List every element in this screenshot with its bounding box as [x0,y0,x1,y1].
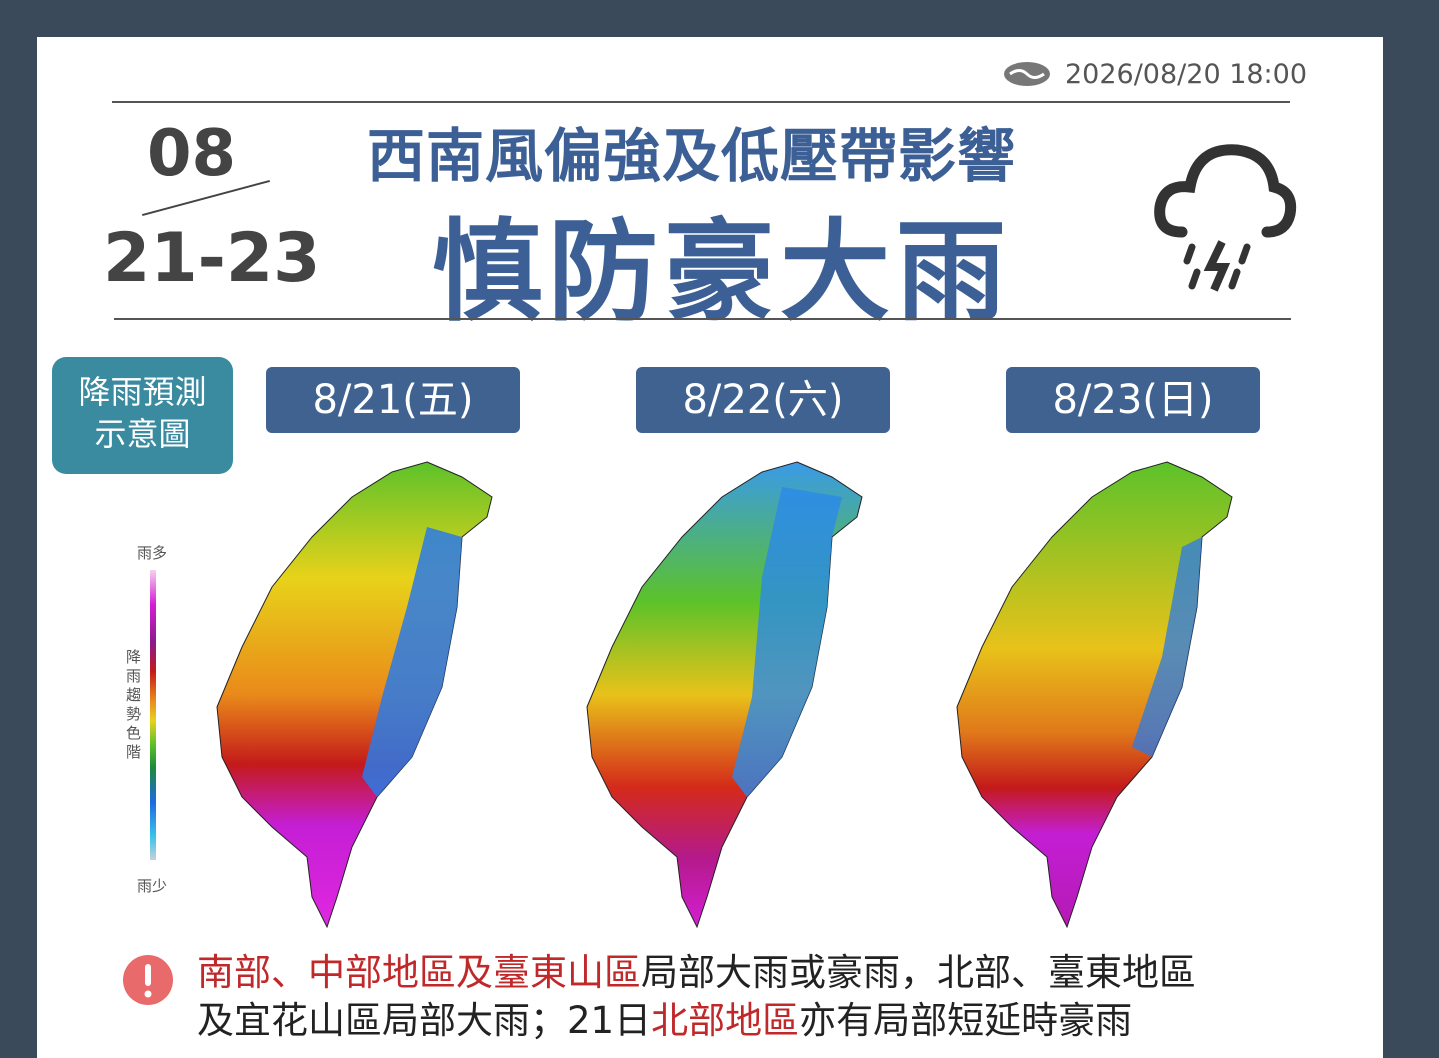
panel-date: 8/22(六) [636,367,890,433]
badge-line: 示意圖 [94,415,191,453]
maps [216,461,1233,929]
panel-date: 8/23(日) [1006,367,1260,433]
note-text: 及宜花山區局部大雨；21日 [197,999,652,1042]
note-text: 南部、中部地區及臺東山區 [197,951,641,994]
card: 2026/08/20 18:00 08 21-23 西南風偏強及低壓帶影響 慎防… [37,37,1383,1058]
subtitle: 西南風偏強及低壓帶影響 [367,122,1017,190]
legend-label: 降雨趨勢色階 [124,649,142,763]
note: 南部、中部地區及臺東山區局部大雨或豪雨，北部、臺東地區 及宜花山區局部大雨；21日… [197,949,1196,1045]
month: 08 [147,117,237,191]
panel-date: 8/21(五) [266,367,520,433]
badge-line: 降雨預測 [78,373,207,411]
note-line: 及宜花山區局部大雨；21日北部地區亦有局部短延時豪雨 [197,997,1196,1045]
cwa-logo [1004,62,1050,86]
note-text: 亦有局部短延時豪雨 [799,999,1133,1042]
days: 21-23 [103,219,321,298]
badge: 降雨預測 示意圖 [52,357,233,474]
legend-bottom: 雨少 [137,877,168,895]
note-line: 南部、中部地區及臺東山區局部大雨或豪雨，北部、臺東地區 [197,949,1196,997]
legend-scale [150,570,156,860]
timestamp: 2026/08/20 18:00 [1065,59,1308,90]
rule [112,101,1290,103]
rule [114,318,1291,320]
note-text: 局部大雨或豪雨，北部、臺東地區 [641,951,1196,994]
rain-icon [1154,144,1297,292]
note-text: 北部地區 [651,999,800,1042]
alert-icon [123,955,173,1005]
legend-top: 雨多 [137,544,168,562]
title: 慎防豪大雨 [432,208,1012,336]
